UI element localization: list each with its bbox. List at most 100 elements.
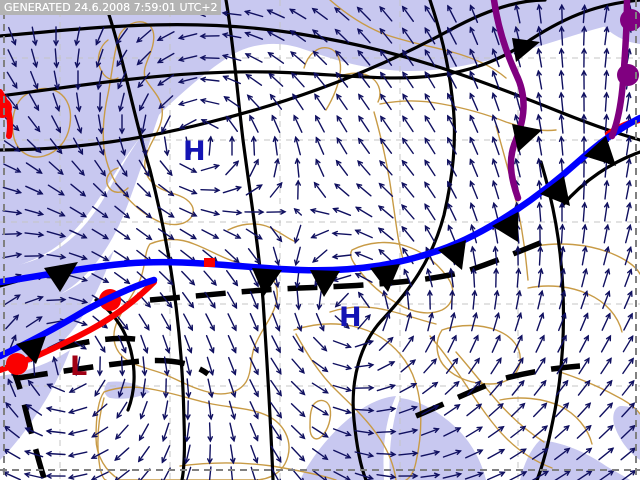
wind-arrow-head bbox=[355, 183, 363, 190]
wind-arrow bbox=[249, 291, 259, 309]
wind-arrow bbox=[560, 26, 564, 46]
wind-arrow-head bbox=[345, 431, 352, 437]
wind-arrow-head bbox=[121, 347, 127, 354]
wind-arrow bbox=[536, 312, 544, 332]
wind-arrow bbox=[576, 425, 592, 439]
wind-arrow bbox=[97, 114, 103, 134]
wind-arrow-head bbox=[493, 267, 499, 274]
wind-arrow bbox=[229, 422, 235, 442]
wind-arrow-head bbox=[293, 114, 299, 122]
wind-arrow-head bbox=[559, 223, 566, 230]
wind-arrow-head bbox=[561, 334, 567, 342]
wind-arrow-head bbox=[140, 127, 146, 135]
wind-arrow-head bbox=[389, 473, 397, 480]
wind-arrow-head bbox=[558, 157, 565, 164]
wind-arrow bbox=[398, 429, 418, 435]
wind-arrow bbox=[53, 70, 59, 90]
wind-arrow-head bbox=[144, 170, 150, 178]
wind-arrow-head bbox=[156, 35, 164, 41]
wind-arrow-head bbox=[537, 223, 543, 230]
wind-arrow bbox=[26, 139, 42, 153]
wind-arrow bbox=[378, 249, 394, 263]
wind-arrow-head bbox=[67, 452, 75, 458]
wind-arrow-head bbox=[276, 456, 282, 464]
wind-arrow bbox=[247, 248, 261, 264]
wind-arrow bbox=[382, 312, 390, 332]
wind-arrow bbox=[4, 425, 20, 439]
occluded-front-barb-bump bbox=[617, 64, 639, 86]
wind-arrow bbox=[469, 158, 479, 178]
wind-arrow bbox=[163, 136, 169, 156]
wind-arrow bbox=[157, 31, 175, 41]
wind-arrow bbox=[560, 136, 564, 156]
wind-arrow-head bbox=[537, 267, 544, 275]
wind-arrow-head bbox=[268, 72, 275, 79]
wind-arrow-head bbox=[267, 51, 274, 58]
wind-arrow-head bbox=[221, 53, 229, 60]
wind-arrow-head bbox=[80, 233, 88, 239]
wind-arrow bbox=[114, 205, 130, 219]
wind-arrow bbox=[273, 290, 279, 310]
wind-arrow bbox=[200, 164, 220, 172]
wind-arrow bbox=[315, 115, 325, 133]
wind-arrow-head bbox=[67, 408, 75, 415]
wind-arrow bbox=[178, 98, 198, 106]
wind-arrow bbox=[46, 253, 66, 259]
coast-norway-sweden bbox=[329, 0, 507, 79]
wind-arrow bbox=[249, 379, 259, 397]
wind-arrow-head bbox=[536, 91, 542, 99]
wind-arrow bbox=[186, 378, 190, 398]
wind-arrow bbox=[312, 448, 328, 460]
wind-arrow-head bbox=[243, 9, 251, 16]
wind-arrow-head bbox=[322, 476, 328, 480]
wind-arrow bbox=[469, 4, 479, 23]
wind-arrow-head bbox=[475, 380, 482, 387]
wind-arrow bbox=[68, 406, 88, 414]
wind-arrow bbox=[68, 274, 88, 282]
wind-arrow bbox=[537, 48, 543, 68]
wind-arrow bbox=[179, 163, 197, 173]
wind-arrow-head bbox=[406, 311, 412, 319]
wind-arrow-head bbox=[447, 4, 453, 12]
wind-arrow-head bbox=[145, 301, 151, 308]
wind-arrow bbox=[97, 70, 103, 90]
wind-arrow bbox=[46, 230, 66, 238]
wind-arrow bbox=[424, 71, 436, 89]
wind-arrow-head bbox=[212, 233, 220, 239]
wind-arrow bbox=[472, 268, 476, 288]
wind-arrow bbox=[312, 50, 328, 66]
wind-arrow bbox=[622, 335, 634, 353]
wind-arrow-head bbox=[276, 434, 282, 441]
wind-arrow bbox=[311, 426, 329, 438]
wind-arrow-head bbox=[606, 357, 612, 364]
wind-arrow bbox=[161, 445, 171, 463]
wind-arrow-head bbox=[74, 39, 80, 47]
wind-arrow bbox=[312, 360, 328, 372]
pressure-label-high-alps: H bbox=[339, 302, 362, 333]
wind-arrow bbox=[579, 335, 589, 353]
wind-arrow-head bbox=[379, 5, 386, 13]
wind-arrow-head bbox=[536, 3, 543, 11]
wind-arrow-head bbox=[311, 29, 319, 36]
warm-front-bump bbox=[6, 353, 28, 375]
wind-arrow bbox=[424, 49, 436, 67]
wind-arrow-head bbox=[322, 388, 329, 394]
wind-arrow bbox=[600, 357, 612, 375]
wind-arrow bbox=[427, 268, 433, 288]
wind-arrow-head bbox=[231, 324, 237, 332]
wind-arrow-head bbox=[402, 93, 408, 100]
wind-arrow bbox=[208, 422, 212, 442]
wind-arrow bbox=[157, 74, 175, 86]
wind-arrow bbox=[140, 334, 148, 354]
wind-arrow bbox=[466, 403, 482, 417]
wind-arrow bbox=[509, 471, 527, 480]
wind-arrow bbox=[420, 428, 440, 436]
wind-arrow-head bbox=[296, 325, 303, 332]
wind-arrow-head bbox=[178, 123, 186, 129]
wind-arrow-head bbox=[122, 323, 129, 331]
wind-arrow-head bbox=[408, 335, 414, 342]
wind-arrow-head bbox=[23, 449, 31, 456]
cold-front-main bbox=[0, 114, 640, 286]
wind-arrow-head bbox=[356, 6, 363, 13]
precip-region-uk-west bbox=[0, 112, 160, 308]
